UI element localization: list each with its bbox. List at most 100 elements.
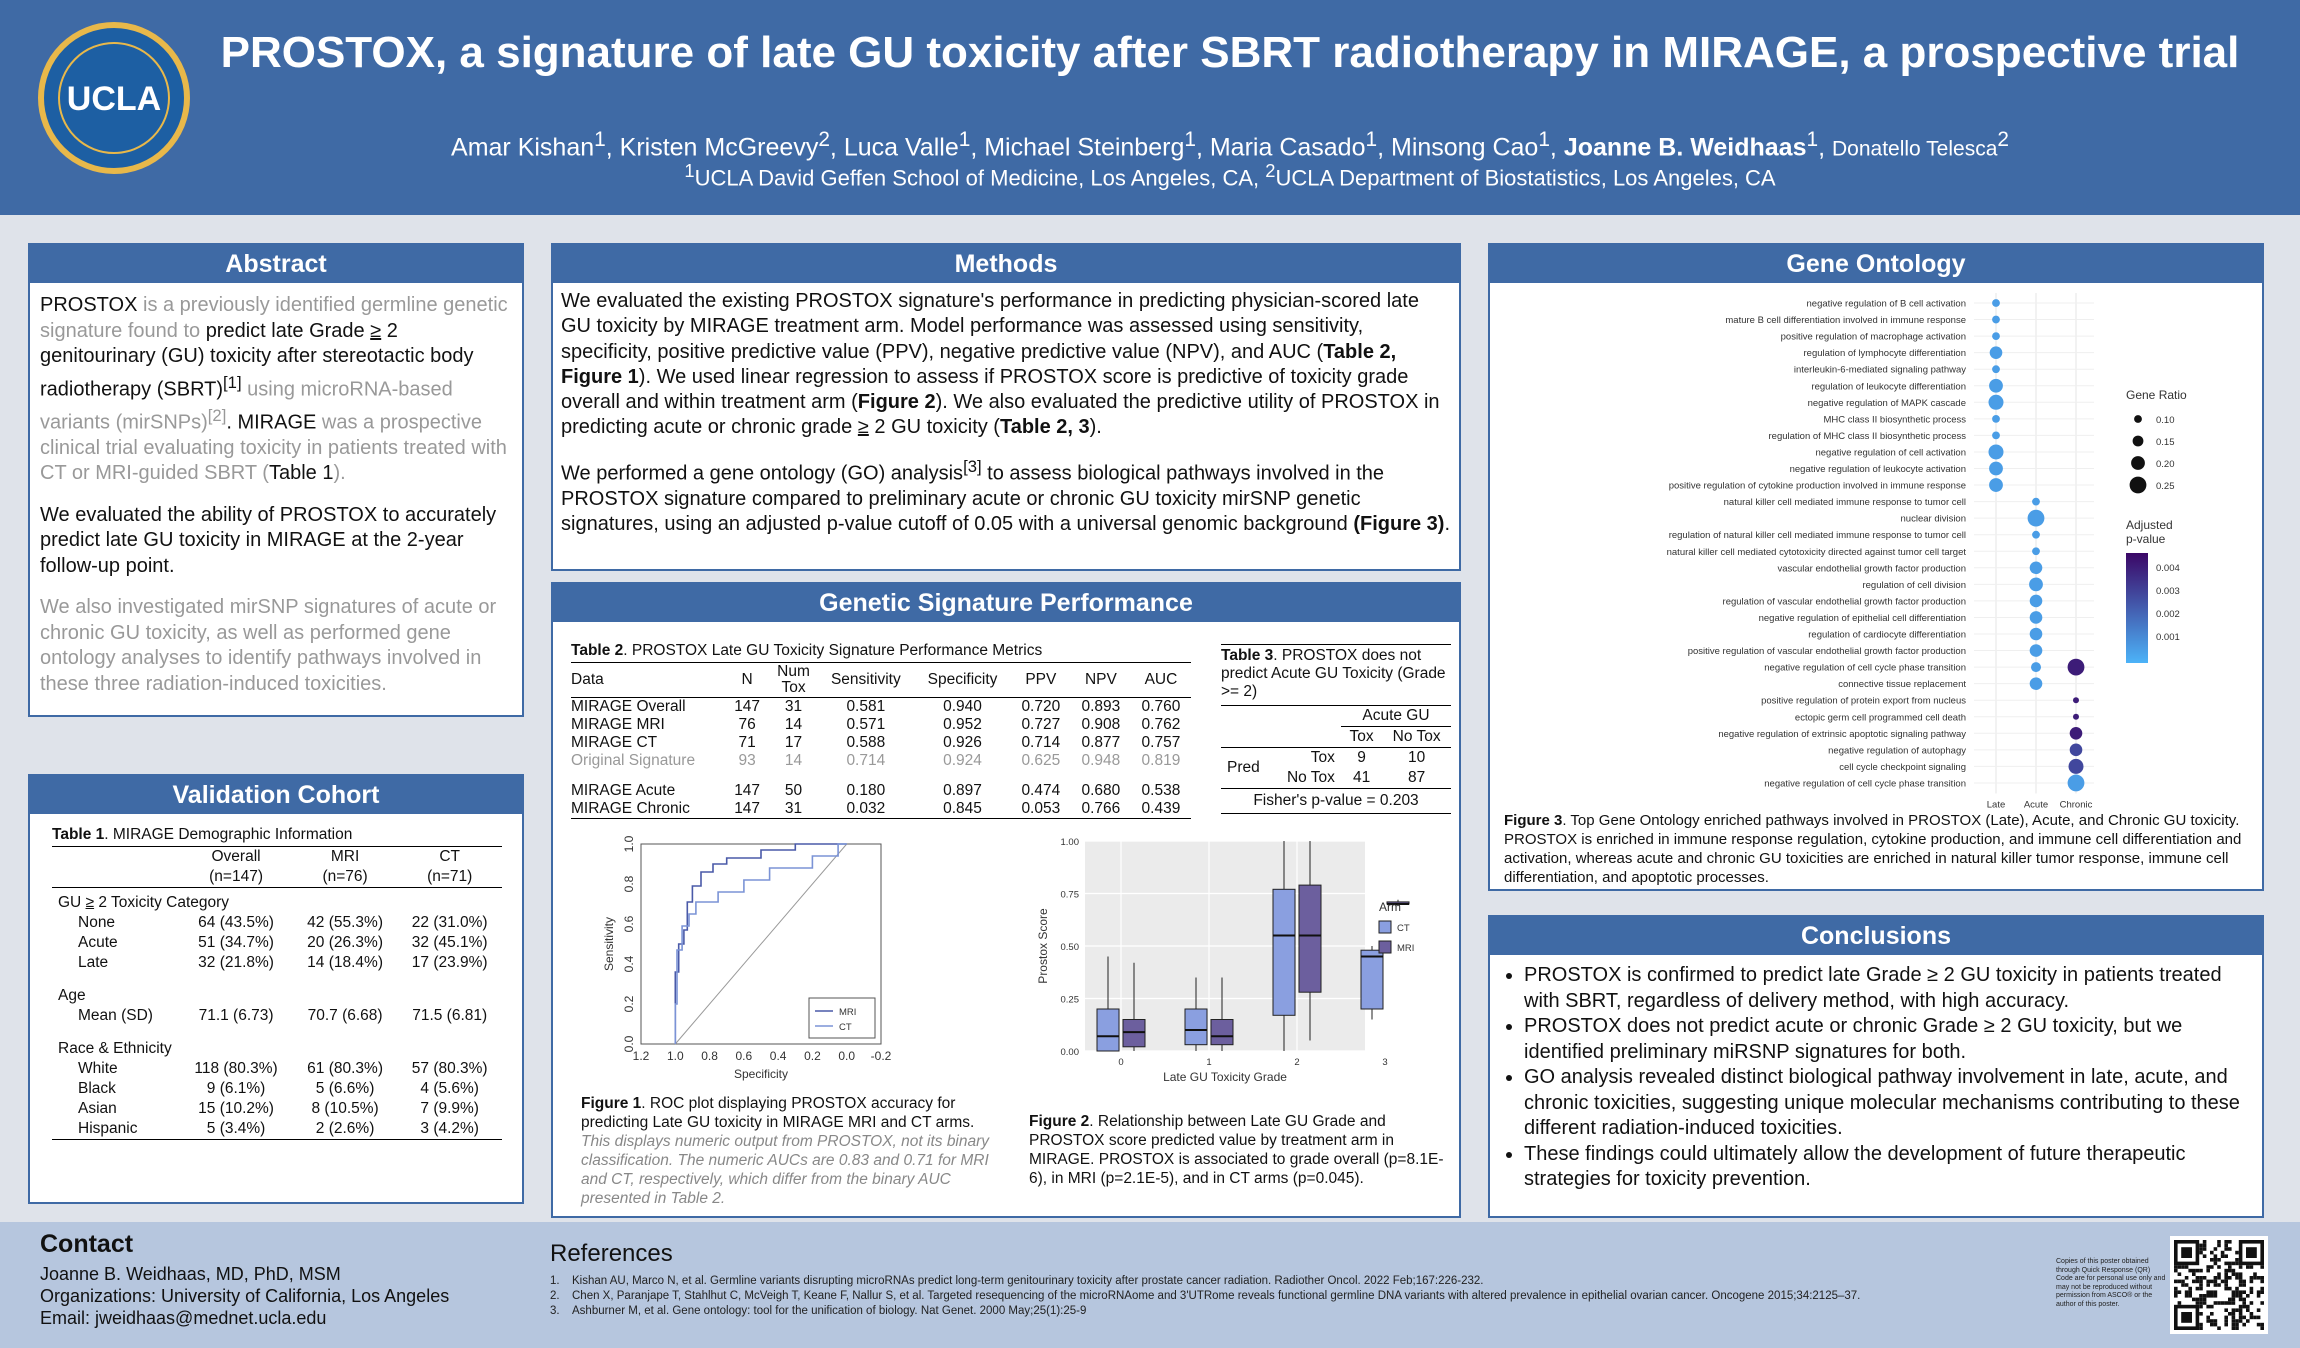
abstract-text-b: is a previously identified germline gene…: [40, 294, 508, 342]
table2-cell: 147: [734, 698, 761, 715]
table1-cell: Acute: [78, 934, 118, 951]
table2-cell: 71: [738, 734, 756, 751]
table2-title: Table 2. PROSTOX Late GU Toxicity Signat…: [571, 640, 1191, 663]
qr-module: [2256, 1294, 2261, 1298]
table1-section-gu: GU ≥ 2 Toxicity Category: [58, 894, 230, 911]
author-sup: 1: [1365, 128, 1378, 151]
roc-xtick: -0.2: [871, 1049, 892, 1063]
abstract-text-f: .: [226, 411, 238, 434]
references-block: References 1. Kishan AU, Marco N, et al. …: [550, 1240, 2030, 1319]
table2-cell: 0.680: [1081, 782, 1121, 799]
roc-diagonal: [674, 843, 848, 1045]
qr-module: [2220, 1301, 2225, 1305]
roc-ytick: 1.0: [622, 835, 636, 852]
qr-module: [2256, 1276, 2261, 1280]
go-pathway-label: regulation of MHC class II biosynthetic …: [1769, 431, 1967, 442]
poster-footer: Contact Joanne B. Weidhaas, MD, PhD, MSM…: [0, 1222, 2300, 1348]
table1-row: Black 9 (6.1%) 5 (6.6%) 4 (5.6%): [52, 1079, 502, 1099]
table2-cell: MIRAGE Chronic: [571, 800, 725, 819]
go-pathway-label: negative regulation of cell cycle phase …: [1764, 778, 1966, 789]
methods-panel: Methods We evaluated the existing PROSTO…: [551, 243, 1461, 571]
table2-row: MIRAGE Overall 147 31 0.581 0.940 0.720 0.893 0…: [571, 698, 1191, 717]
go-size-legend-dot: [2134, 415, 2142, 423]
go-pathway-label: regulation of lymphocyte differentiation: [1804, 348, 1966, 359]
table1-cell: Hispanic: [78, 1120, 138, 1137]
go-dot: [1992, 332, 2000, 340]
box-mri: [1210, 1019, 1234, 1046]
qr-module: [2202, 1301, 2207, 1305]
qr-module: [2260, 1322, 2264, 1327]
qr-module: [2228, 1301, 2232, 1305]
abstract-text-h: was a prospective clinical trial evaluat…: [40, 411, 507, 485]
qr-module: [2202, 1247, 2207, 1251]
qr-module: [2195, 1279, 2200, 1284]
table2-cell: 0.948: [1081, 752, 1121, 769]
qr-module: [2235, 1261, 2239, 1266]
qr-module: [2235, 1286, 2239, 1291]
qr-module: [2177, 1301, 2182, 1305]
qr-code[interactable]: [2170, 1236, 2268, 1334]
box-xtick: 0: [1118, 1057, 1123, 1068]
table2-cell: 14: [784, 752, 803, 769]
table3-title: Table 3. PROSTOX does not predict Acute …: [1221, 644, 1451, 706]
qr-module: [2242, 1283, 2246, 1287]
table3: Table 3. PROSTOX does not predict Acute …: [1221, 644, 1451, 814]
qr-module: [2224, 1261, 2228, 1266]
author-sup: 2: [818, 128, 830, 151]
roc-legend-label: MRI: [839, 1007, 856, 1018]
qr-module: [2231, 1301, 2236, 1305]
qr-module: [2195, 1276, 2200, 1280]
go-dot: [2031, 662, 2041, 673]
go-pathway-label: mature B cell differentiation involved i…: [1725, 315, 1966, 326]
qr-module: [2238, 1294, 2243, 1298]
qr-module: [2174, 1279, 2178, 1284]
box-ytick: 0.25: [1061, 995, 1080, 1006]
qr-module: [2260, 1276, 2264, 1280]
qr-module: [2217, 1258, 2221, 1262]
qr-module: [2199, 1312, 2203, 1316]
qr-module: [2220, 1279, 2225, 1284]
go-pathway-label: ectopic germ cell programmed cell death: [1795, 712, 1966, 723]
qr-module: [2253, 1272, 2257, 1276]
table2: Table 2. PROSTOX Late GU Toxicity Signat…: [571, 640, 1191, 819]
author-name: Joanne B. Weidhaas: [1563, 133, 1807, 162]
qr-module: [2202, 1294, 2207, 1298]
qr-module: [2206, 1290, 2210, 1294]
qr-module: [2235, 1294, 2239, 1298]
go-pathway-label: positive regulation of macrophage activa…: [1781, 332, 1966, 343]
contact-email[interactable]: Email: jweidhaas@mednet.ucla.edu: [40, 1308, 327, 1328]
qr-module: [2202, 1276, 2207, 1280]
go-dot: [2029, 594, 2043, 608]
qr-module: [2238, 1315, 2243, 1320]
qr-module: [2206, 1265, 2210, 1269]
table2-cell: 17: [784, 734, 803, 751]
qr-module: [2249, 1286, 2254, 1291]
table3-cell: 9: [1357, 749, 1366, 766]
go-pathway-label: regulation of vascular endothelial growt…: [1723, 596, 1966, 607]
go-pathway-label: negative regulation of cell cycle phase …: [1764, 663, 1966, 674]
prostox-term: PROSTOX: [40, 294, 138, 316]
qr-module: [2192, 1268, 2196, 1273]
author-sup: 1: [1806, 128, 1819, 151]
qr-module: [2199, 1294, 2203, 1298]
go-dot: [2029, 644, 2043, 657]
qr-module: [2235, 1319, 2239, 1323]
qr-module: [2217, 1326, 2221, 1330]
go-size-legend-label: 0.10: [2156, 415, 2175, 426]
table2-cell: 31: [784, 698, 803, 715]
qr-module: [2238, 1297, 2243, 1302]
qr-module: [2199, 1297, 2203, 1302]
box-mri: [1122, 1019, 1146, 1048]
table1-cell: 2 (2.6%): [315, 1120, 375, 1137]
qr-module: [2199, 1276, 2203, 1280]
table2-cell: 0.625: [1021, 752, 1061, 769]
go-size-legend-label: 0.25: [2156, 481, 2175, 492]
box-legend-label: MRI: [1397, 943, 1414, 954]
table1-cell: 9 (6.1%): [206, 1080, 266, 1097]
qr-module: [2249, 1276, 2254, 1280]
qr-module: [2213, 1247, 2218, 1251]
table1-cell: Mean (SD): [78, 1007, 153, 1024]
qr-module: [2195, 1268, 2200, 1273]
table1-cell: 57 (80.3%): [411, 1060, 488, 1077]
table3-cell: 41: [1352, 769, 1371, 786]
